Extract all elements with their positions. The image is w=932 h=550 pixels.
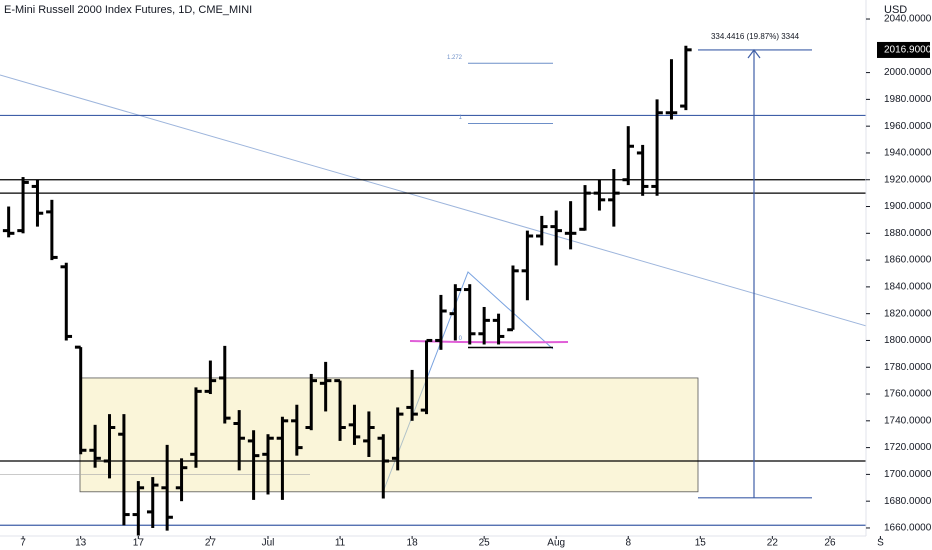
y-tick-label: 1660.0000 bbox=[884, 523, 932, 534]
y-tick-label: 1980.0000 bbox=[884, 94, 932, 105]
measure-arrow bbox=[747, 48, 761, 59]
x-tick-label: Jul bbox=[262, 538, 275, 549]
x-tick-label: 27 bbox=[205, 538, 217, 549]
y-tick-label: 1700.0000 bbox=[884, 469, 932, 480]
y-tick-label: 1780.0000 bbox=[884, 362, 932, 373]
y-tick-label: 1960.0000 bbox=[884, 121, 932, 132]
x-tick-label: 8 bbox=[625, 538, 631, 549]
plot-area: 1.272 1 0 334.4416 (19.87%) 3344 bbox=[0, 32, 866, 536]
y-tick-label: 1760.0000 bbox=[884, 389, 932, 400]
x-tick-label: 7 bbox=[20, 538, 26, 549]
y-tick-label: 1800.0000 bbox=[884, 335, 932, 346]
trend-line bbox=[0, 74, 866, 327]
y-tick-label: 1900.0000 bbox=[884, 201, 932, 212]
x-tick-label: Aug bbox=[547, 538, 565, 549]
x-tick-label: 22 bbox=[767, 538, 779, 549]
y-tick-label: 1740.0000 bbox=[884, 415, 932, 426]
y-tick-label: 1860.0000 bbox=[884, 255, 932, 266]
x-tick-label: 13 bbox=[75, 538, 87, 549]
fib-label: 1 bbox=[459, 115, 463, 121]
x-tick-label: 18 bbox=[407, 538, 419, 549]
y-tick-label: 1820.0000 bbox=[884, 308, 932, 319]
x-tick-label: 15 bbox=[695, 538, 707, 549]
y-tick-label: 1920.0000 bbox=[884, 174, 932, 185]
x-tick-label: 25 bbox=[479, 538, 491, 549]
y-tick-label: 2000.0000 bbox=[884, 67, 932, 78]
last-price-label: 2016.9000 bbox=[884, 45, 932, 56]
chart-title: E-Mini Russell 2000 Index Futures, 1D, C… bbox=[4, 4, 252, 16]
fib-label: 1.272 bbox=[447, 55, 463, 61]
measure-label: 334.4416 (19.87%) 3344 bbox=[711, 32, 800, 41]
y-tick-label: 1940.0000 bbox=[884, 148, 932, 159]
y-tick-label: 1880.0000 bbox=[884, 228, 932, 239]
x-tick-label: 26 bbox=[824, 538, 836, 549]
range-zone bbox=[79, 377, 699, 493]
y-tick-label: 1680.0000 bbox=[884, 496, 932, 507]
fib-label: 0 bbox=[459, 336, 463, 342]
y-tick-label: 1840.0000 bbox=[884, 282, 932, 293]
currency-label: USD bbox=[884, 4, 907, 16]
x-tick-label: 17 bbox=[133, 538, 145, 549]
x-tick-label: S bbox=[877, 538, 884, 549]
y-tick-label: 2040.0000 bbox=[884, 14, 932, 25]
x-tick-label: 11 bbox=[335, 538, 346, 549]
y-tick-label: 1720.0000 bbox=[884, 442, 932, 453]
last-price-box bbox=[877, 41, 930, 58]
